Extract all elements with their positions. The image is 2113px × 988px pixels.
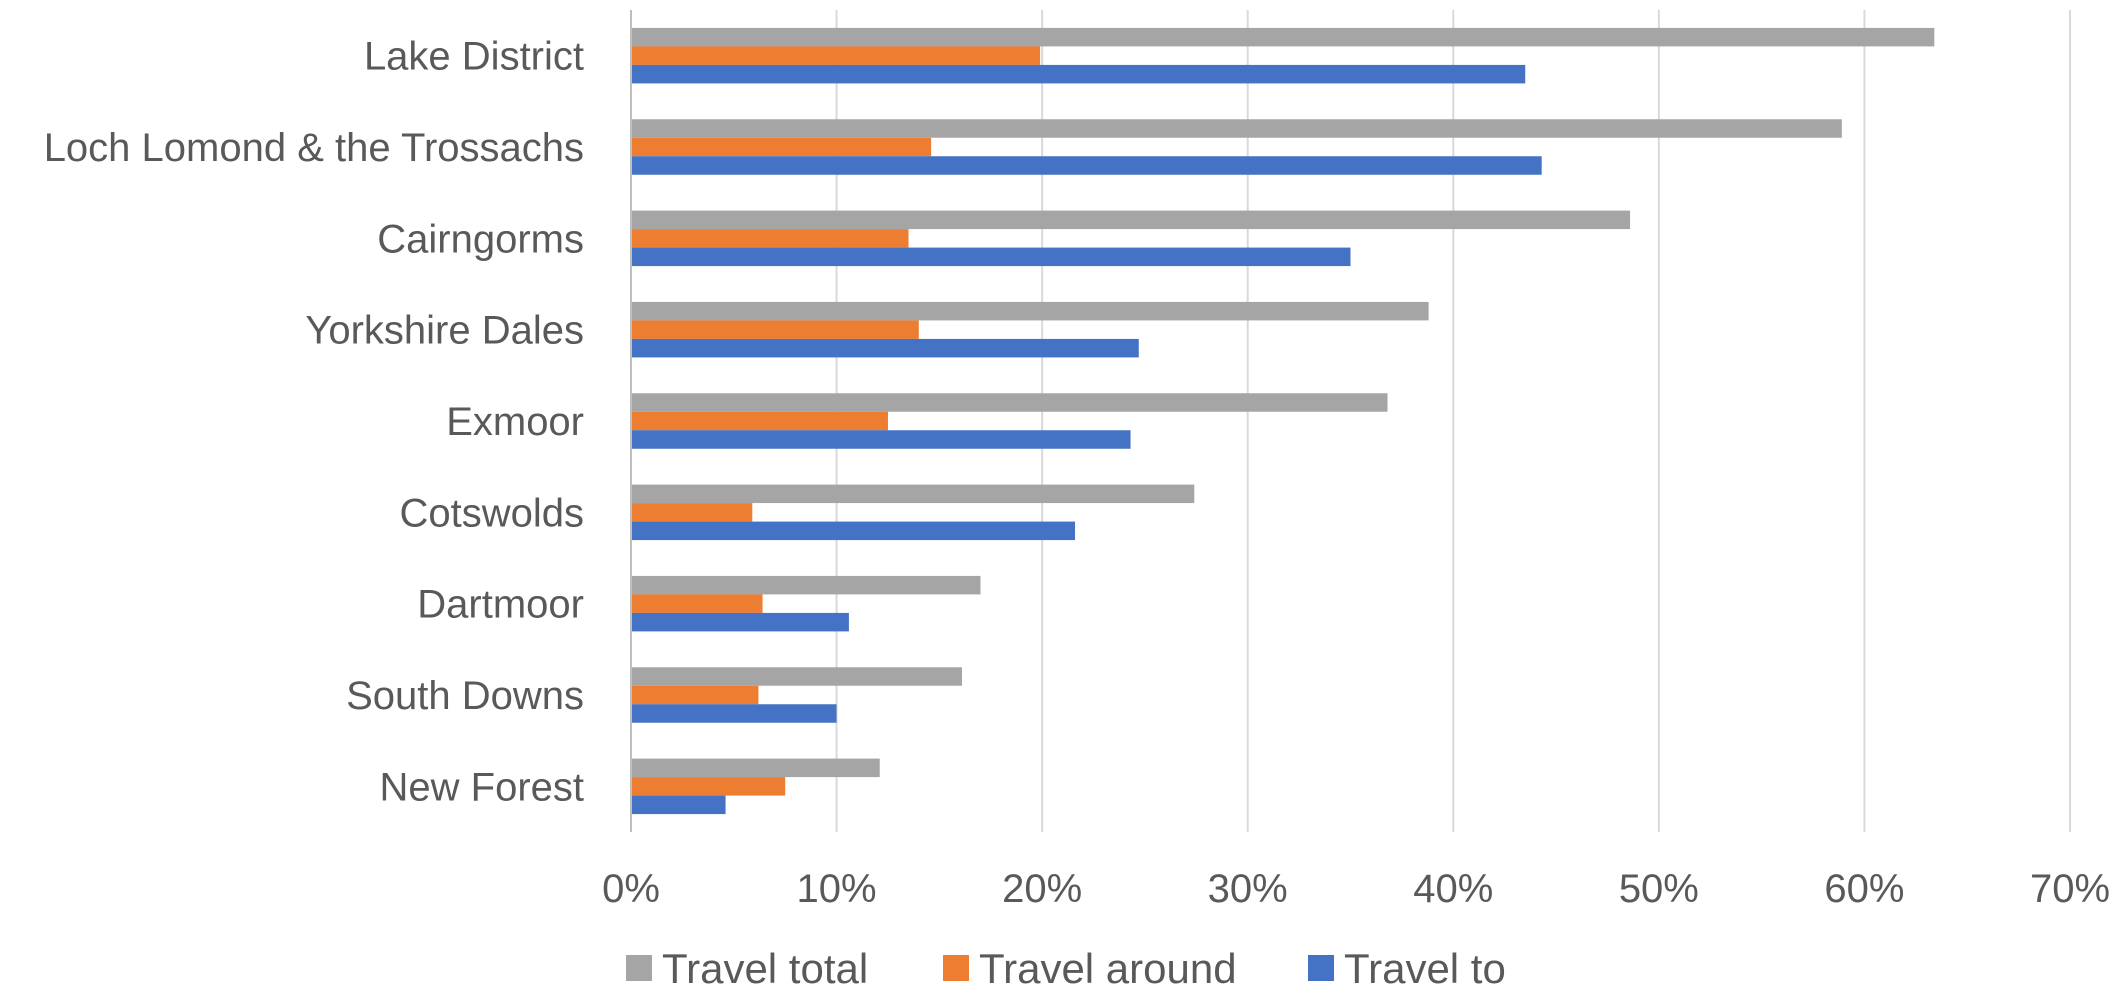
x-tick-label: 20%	[1002, 867, 1082, 911]
bar-travel-total	[631, 575, 981, 595]
legend-swatch	[626, 955, 652, 981]
bar-travel-to	[631, 338, 1139, 358]
bar-group-dartmoor	[631, 575, 981, 632]
category-label: South Downs	[346, 674, 584, 718]
bar-travel-total	[631, 393, 1388, 412]
bar-travel-total	[631, 667, 962, 686]
bar-travel-total	[631, 301, 1429, 321]
bar-group-south-downs	[631, 667, 962, 723]
bar-group-cairngorms	[631, 210, 1631, 267]
bar-travel-around	[631, 229, 909, 248]
bar-group-cotswolds	[631, 484, 1195, 541]
bar-travel-to	[631, 156, 1542, 175]
category-label: Dartmoor	[417, 583, 584, 627]
x-tick-label: 40%	[1413, 867, 1493, 911]
bar-group-exmoor	[631, 393, 1388, 449]
category-label: Yorkshire Dales	[305, 309, 584, 353]
bar-group-new-forest	[631, 758, 880, 815]
category-labels: Lake District Loch Lomond & the Trossachs…	[44, 35, 584, 810]
x-tick-label: 0%	[602, 867, 660, 911]
bar-travel-total	[631, 484, 1195, 504]
category-label: Exmoor	[446, 400, 584, 444]
category-label: Cotswolds	[399, 491, 584, 535]
bar-group-lake-district	[631, 27, 1935, 84]
x-tick-label: 30%	[1208, 867, 1288, 911]
legend-swatch	[1308, 955, 1334, 981]
category-label: New Forest	[380, 765, 585, 809]
legend-swatch	[943, 955, 969, 981]
bar-travel-to	[631, 64, 1526, 84]
legend-item-travel-around: Travel around	[943, 945, 1237, 988]
category-label: Loch Lomond & the Trossachs	[44, 126, 584, 170]
bar-travel-to	[631, 247, 1351, 267]
bar-travel-total	[631, 758, 880, 778]
x-tick-label: 60%	[1824, 867, 1904, 911]
bar-travel-to	[631, 795, 726, 815]
legend-label: Travel total	[662, 945, 868, 988]
bars	[631, 27, 1935, 815]
bar-travel-total	[631, 119, 1842, 138]
x-tick-label: 70%	[2030, 867, 2110, 911]
bar-travel-to	[631, 704, 837, 723]
bar-travel-to	[631, 521, 1076, 541]
bar-group-loch-lomond-and-the-trossachs	[631, 119, 1842, 175]
bar-travel-around	[631, 594, 763, 613]
x-tick-label: 10%	[797, 867, 877, 911]
bar-travel-around	[631, 503, 753, 522]
bar-travel-total	[631, 210, 1631, 230]
category-label: Cairngorms	[377, 217, 584, 261]
bar-travel-to	[631, 612, 849, 632]
category-label: Lake District	[364, 35, 584, 79]
bar-travel-around	[631, 685, 759, 705]
bar-group-yorkshire-dales	[631, 301, 1429, 358]
legend-label: Travel to	[1344, 945, 1506, 988]
legend: Travel total Travel around Travel to	[626, 945, 1506, 988]
bar-travel-around	[631, 411, 888, 431]
legend-item-travel-total: Travel total	[626, 945, 868, 988]
tick-labels: 0% 10% 20% 30% 40% 50% 60% 70%	[602, 867, 2110, 911]
bar-travel-to	[631, 430, 1131, 449]
legend-label: Travel around	[979, 945, 1237, 988]
x-tick-label: 50%	[1619, 867, 1699, 911]
legend-item-travel-to: Travel to	[1308, 945, 1506, 988]
bar-travel-around	[631, 137, 932, 157]
bar-travel-around	[631, 777, 786, 796]
bar-travel-around	[631, 46, 1041, 65]
gridlines	[835, 10, 2071, 832]
bar-travel-total	[631, 27, 1935, 47]
bar-travel-around	[631, 320, 919, 339]
